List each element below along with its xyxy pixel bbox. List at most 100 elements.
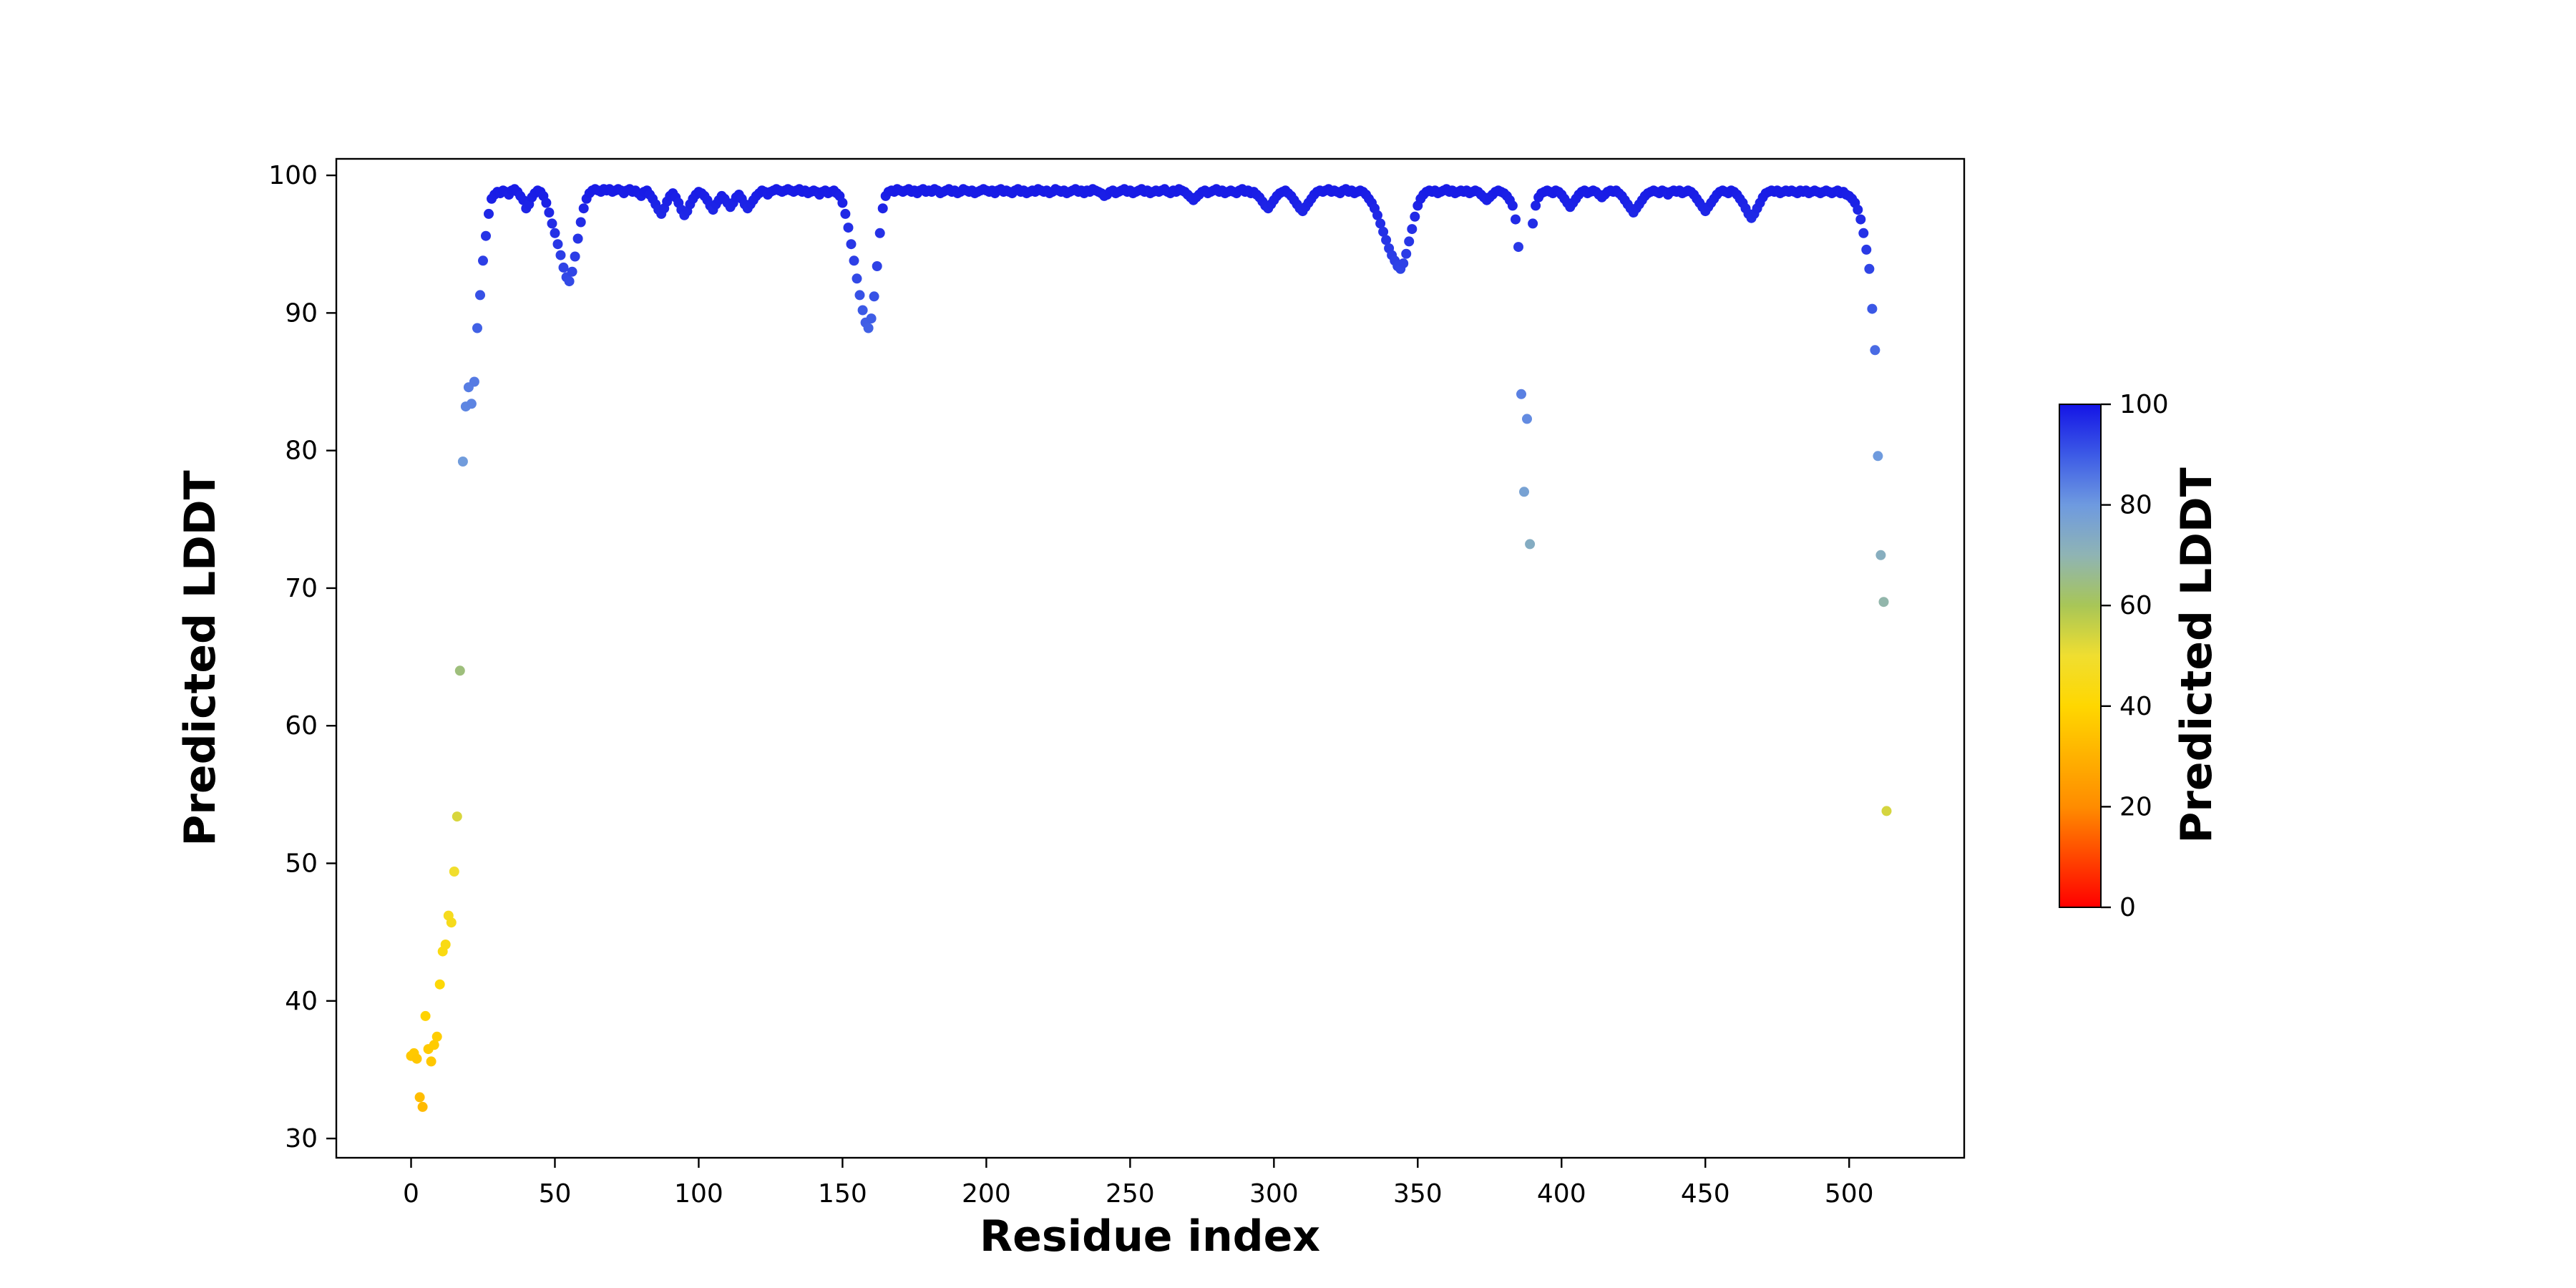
data-point — [1516, 389, 1526, 399]
data-point — [1398, 258, 1409, 269]
data-point — [1519, 487, 1529, 497]
data-point — [426, 1056, 436, 1067]
data-point — [1878, 597, 1889, 608]
data-point — [1870, 345, 1880, 356]
data-point — [541, 197, 552, 208]
colorbar-tick-label: 100 — [2119, 390, 2169, 419]
data-point — [846, 239, 857, 250]
data-point — [1381, 235, 1392, 245]
colorbar-label: Predicted LDDT — [2172, 467, 2222, 843]
y-tick-label: 50 — [285, 849, 318, 879]
data-point — [466, 399, 477, 409]
x-tick-label: 100 — [674, 1179, 723, 1209]
data-point — [555, 250, 566, 260]
data-point — [1378, 226, 1389, 237]
data-point — [558, 262, 569, 273]
data-point — [550, 228, 560, 238]
data-point — [1881, 806, 1892, 816]
data-point — [434, 979, 445, 990]
data-point — [1404, 236, 1415, 247]
data-point — [1528, 218, 1538, 229]
data-point — [869, 291, 879, 302]
data-point — [1511, 214, 1521, 225]
y-tick-label: 60 — [285, 711, 318, 741]
y-tick-label: 90 — [285, 298, 318, 328]
data-point — [469, 376, 479, 387]
data-point — [1407, 224, 1418, 235]
data-point — [440, 940, 451, 950]
data-point — [411, 1053, 422, 1064]
data-point — [877, 203, 888, 214]
data-point — [852, 273, 862, 284]
data-point — [457, 457, 468, 467]
data-point — [1525, 539, 1536, 550]
data-point — [872, 261, 882, 271]
data-point — [1401, 248, 1412, 259]
data-point — [854, 290, 865, 301]
y-axis-label: Predicted LDDT — [175, 470, 225, 846]
data-point — [478, 255, 488, 266]
data-point — [1867, 303, 1878, 314]
data-point — [1513, 242, 1523, 253]
data-point — [1855, 214, 1866, 225]
data-point — [572, 233, 583, 244]
data-point — [481, 230, 491, 241]
data-point — [1861, 244, 1872, 255]
colorbar-tick-label: 40 — [2119, 692, 2152, 721]
colorbar-tick-label: 60 — [2119, 591, 2152, 620]
data-point — [452, 811, 462, 822]
data-point — [1522, 414, 1532, 424]
data-point — [544, 208, 555, 218]
x-tick-label: 250 — [1106, 1179, 1155, 1209]
data-point — [1873, 451, 1883, 462]
data-point — [431, 1031, 442, 1042]
colorbar-border — [2059, 404, 2102, 908]
data-point — [547, 218, 557, 229]
data-point — [857, 305, 868, 316]
data-point — [1507, 200, 1518, 211]
data-point — [484, 208, 494, 219]
data-point — [863, 323, 874, 333]
data-point — [564, 276, 575, 287]
x-tick-label: 400 — [1537, 1179, 1586, 1209]
data-point — [874, 228, 885, 238]
y-tick-label: 100 — [268, 161, 318, 190]
y-tick-label: 40 — [285, 987, 318, 1016]
data-point — [1372, 210, 1382, 220]
x-axis-ticks: 0 50 100 150 200 250 300 350 400 450 500 — [403, 1158, 1874, 1209]
data-point — [1410, 211, 1420, 222]
data-point — [575, 217, 586, 228]
data-point — [843, 223, 854, 233]
data-point — [1375, 218, 1386, 229]
data-point — [837, 197, 848, 208]
colorbar-ticks: 0 20 40 60 80 100 — [2101, 390, 2169, 922]
data-point — [1853, 205, 1863, 215]
x-tick-label: 500 — [1825, 1179, 1874, 1209]
colorbar-tick-label: 80 — [2119, 491, 2152, 520]
y-tick-label: 80 — [285, 436, 318, 466]
y-axis-ticks: 30 40 50 60 70 80 90 100 — [268, 161, 336, 1153]
data-point — [472, 323, 482, 333]
data-point — [454, 665, 465, 676]
x-tick-label: 350 — [1393, 1179, 1443, 1209]
x-tick-label: 150 — [818, 1179, 867, 1209]
x-tick-label: 300 — [1249, 1179, 1299, 1209]
data-point — [1864, 263, 1875, 274]
y-tick-label: 30 — [285, 1124, 318, 1153]
colorbar-tick-label: 20 — [2119, 792, 2152, 821]
x-tick-label: 450 — [1681, 1179, 1730, 1209]
x-tick-label: 200 — [962, 1179, 1011, 1209]
data-point — [429, 1040, 439, 1050]
data-point — [578, 203, 589, 214]
colorbar-gradient — [2059, 404, 2101, 907]
data-point — [1858, 228, 1869, 238]
data-point — [567, 266, 577, 277]
data-point — [840, 208, 851, 219]
data-point — [849, 255, 859, 266]
data-point — [570, 251, 580, 262]
data-point — [420, 1010, 431, 1021]
data-point — [414, 1092, 425, 1103]
scatter-points — [406, 184, 1892, 1112]
data-point — [1875, 550, 1886, 560]
